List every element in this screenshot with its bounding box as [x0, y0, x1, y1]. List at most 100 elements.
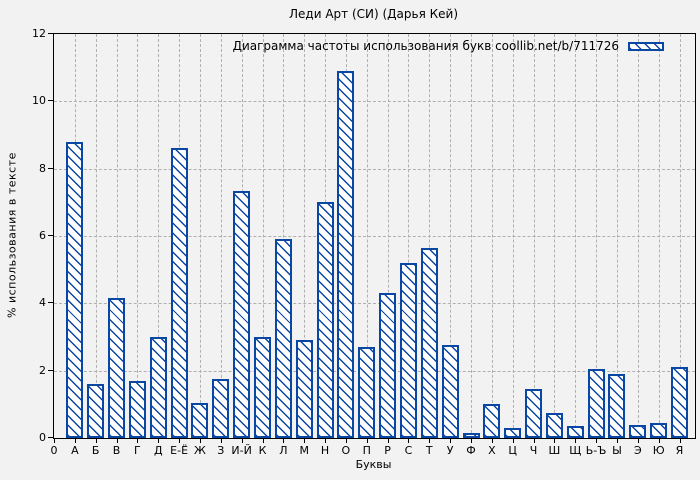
- y-axis-tick: [48, 369, 53, 371]
- bar: [149, 337, 167, 438]
- x-axis-tick: [596, 439, 598, 443]
- x-axis-tick: [54, 439, 55, 443]
- v-gridline: [387, 34, 389, 438]
- x-axis-tick: [575, 439, 577, 443]
- bar: [191, 402, 209, 438]
- bar: [671, 367, 688, 438]
- v-gridline: [637, 34, 639, 438]
- bar: [379, 293, 397, 438]
- y-tick-label: 2: [39, 363, 46, 377]
- x-tick-label: З: [217, 444, 225, 457]
- y-axis-tick: [48, 167, 53, 169]
- x-axis-tick: [387, 439, 389, 443]
- x-axis-tick: [137, 439, 139, 443]
- y-tick-label: 4: [39, 296, 46, 310]
- x-axis-tick: [220, 439, 222, 443]
- v-gridline: [116, 34, 118, 438]
- bar: [337, 71, 355, 438]
- x-tick-label: С: [404, 444, 413, 457]
- x-tick-label: Ь-Ъ: [585, 444, 607, 457]
- x-tick-label: Ш: [548, 444, 561, 457]
- bar: [587, 368, 605, 438]
- bar: [274, 239, 292, 438]
- x-axis-tick: [241, 439, 243, 443]
- v-gridline: [575, 34, 577, 438]
- x-axis-tick: [158, 439, 160, 443]
- x-tick-label: Е-Ё: [170, 444, 189, 457]
- y-tick-label: 8: [39, 161, 46, 175]
- v-gridline: [450, 34, 452, 438]
- y-axis-tick: [48, 235, 53, 236]
- bar: [108, 298, 126, 438]
- x-axis-tick: [262, 439, 264, 443]
- h-gridline: [54, 168, 695, 170]
- x-tick-label: Р: [384, 444, 391, 457]
- x-axis-label: Буквы: [355, 458, 392, 471]
- x-axis-tick: [304, 439, 306, 443]
- x-tick-label: М: [299, 444, 309, 457]
- bar: [462, 432, 480, 438]
- x-tick-label: А: [71, 444, 79, 457]
- v-gridline: [616, 34, 618, 438]
- x-tick-label: Я: [675, 444, 684, 457]
- x-tick-label: О: [341, 444, 351, 457]
- v-gridline: [512, 34, 514, 438]
- x-axis-tick: [554, 439, 556, 443]
- y-axis-label: % использования в тексте: [5, 152, 19, 318]
- y-tick-label: 6: [39, 229, 46, 242]
- y-axis-tick: [48, 33, 53, 34]
- x-axis-tick: [345, 439, 347, 443]
- v-gridline: [533, 34, 535, 438]
- h-gridline: [54, 303, 695, 305]
- v-gridline: [199, 34, 201, 438]
- bar: [295, 340, 313, 438]
- chart-title: Леди Арт (СИ) (Дарья Кей): [289, 7, 458, 21]
- x-tick-label: Ю: [652, 444, 665, 457]
- x-tick-label: Л: [279, 444, 288, 457]
- v-gridline: [679, 34, 681, 438]
- x-axis-tick: [199, 439, 201, 443]
- x-axis-tick: [450, 439, 452, 443]
- bar: [650, 422, 668, 438]
- v-gridline: [366, 34, 368, 438]
- x-axis-tick: [179, 439, 181, 443]
- legend-label: Диаграмма частоты использования букв coo…: [232, 39, 619, 53]
- x-axis-tick: [491, 439, 493, 443]
- x-tick-label: Э: [633, 444, 642, 457]
- plot-area: Диаграмма частоты использования букв coo…: [53, 33, 696, 439]
- y-tick-label: 12: [32, 27, 46, 40]
- bar: [483, 404, 501, 438]
- x-axis-tick: [116, 439, 118, 443]
- y-axis-tick: [48, 302, 53, 304]
- x-tick-label: Н: [320, 444, 330, 457]
- y-tick-label: 0: [39, 431, 46, 444]
- bar: [608, 374, 626, 438]
- x-tick-label: Щ: [569, 444, 582, 457]
- v-gridline: [95, 34, 97, 438]
- x-tick-label: Т: [425, 444, 433, 457]
- v-gridline: [554, 34, 556, 438]
- x-tick-label: Г: [134, 444, 141, 457]
- bar: [254, 337, 271, 438]
- bar: [316, 202, 334, 438]
- y-tick-label: 10: [32, 94, 46, 108]
- bar: [545, 412, 563, 438]
- x-axis-tick: [512, 439, 514, 443]
- x-tick-label: Ф: [466, 444, 476, 457]
- x-axis-tick: [533, 439, 535, 443]
- v-gridline: [408, 34, 410, 438]
- v-gridline: [429, 34, 431, 438]
- x-tick-label: Ж: [194, 444, 206, 457]
- x-tick-label: Ы: [612, 444, 622, 457]
- legend-hatched-swatch: [628, 41, 664, 51]
- bar: [87, 384, 105, 438]
- v-gridline: [596, 34, 598, 438]
- x-tick-label: В: [112, 444, 121, 457]
- bar: [358, 347, 376, 438]
- bar: [566, 426, 584, 438]
- v-gridline: [137, 34, 139, 438]
- bar: [233, 190, 251, 438]
- x-axis-tick: [658, 439, 660, 443]
- bar: [128, 380, 146, 438]
